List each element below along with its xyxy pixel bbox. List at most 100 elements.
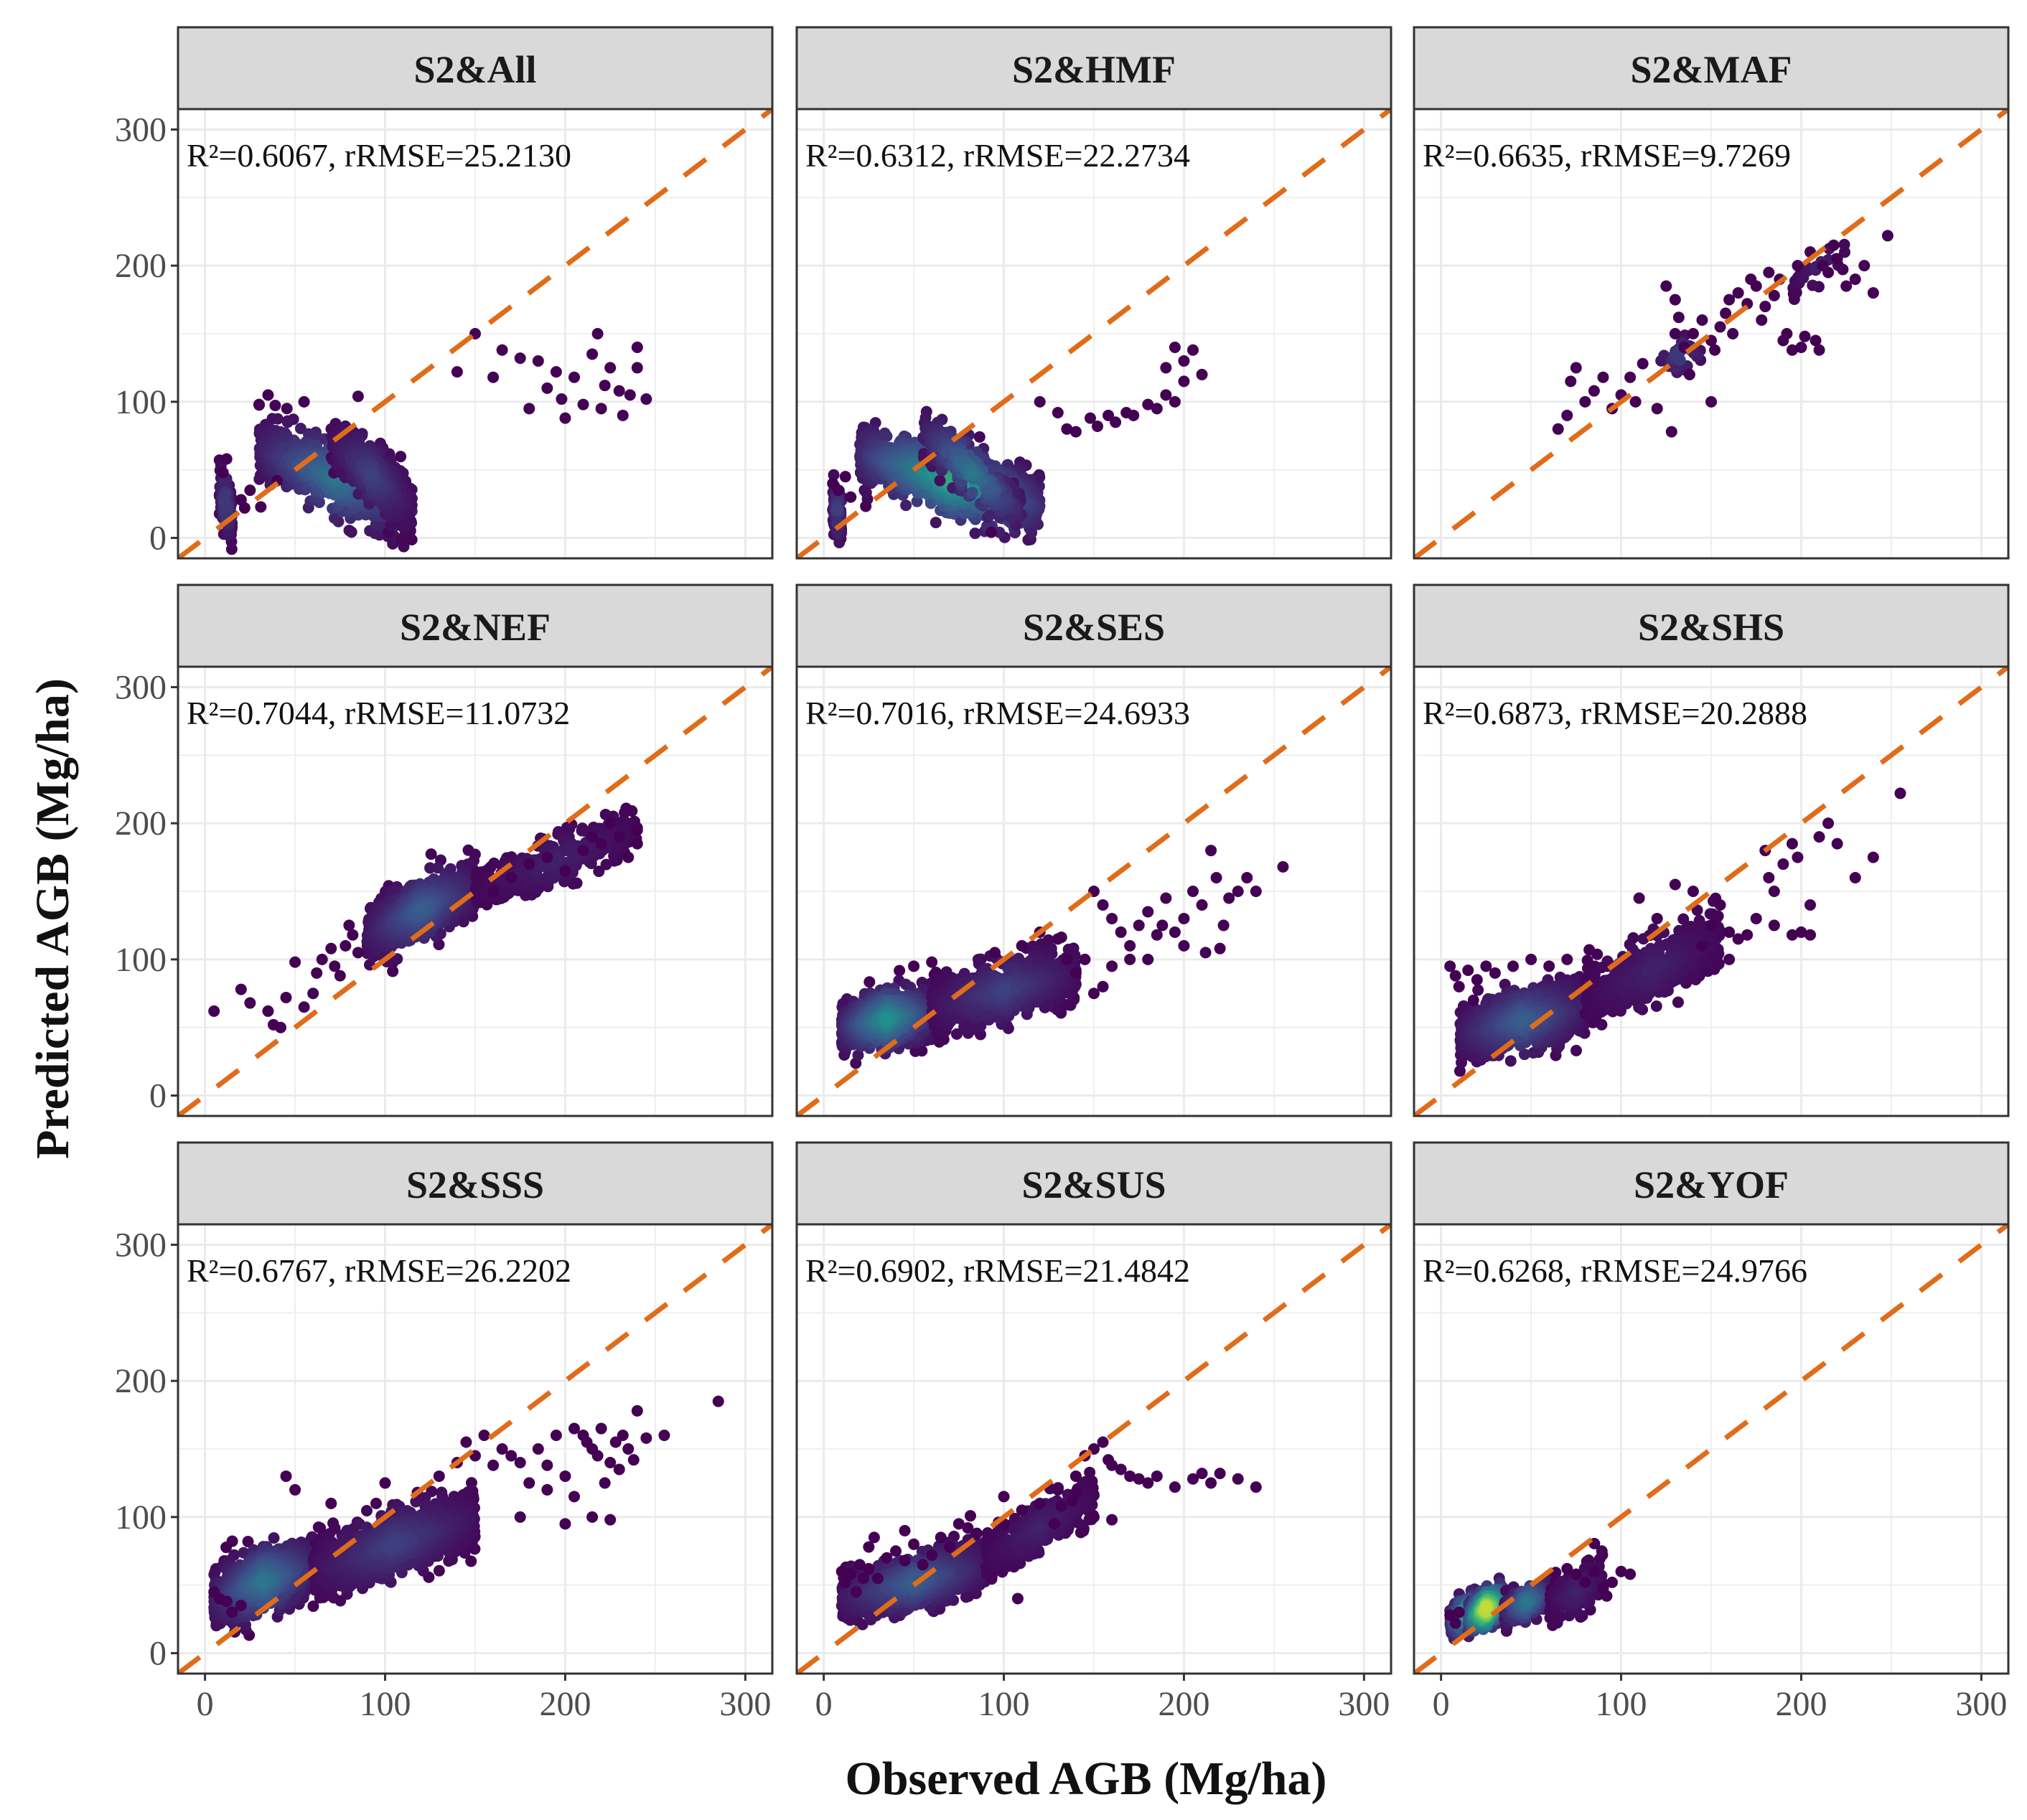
scatter-point: [614, 385, 625, 397]
scatter-point: [352, 947, 364, 958]
scatter-point: [632, 342, 643, 353]
scatter-point: [604, 362, 616, 373]
scatter-point: [255, 501, 266, 512]
y-tick-label: 300: [115, 668, 167, 706]
scatter-point: [632, 362, 643, 373]
scatter-point: [632, 838, 643, 850]
scatter-point: [1630, 396, 1642, 408]
scatter-point: [275, 1022, 286, 1033]
scatter-point: [1670, 294, 1681, 306]
metrics-annotation: R²=0.6067, rRMSE=25.2130: [187, 137, 571, 174]
scatter-point: [578, 845, 589, 856]
scatter-point: [1868, 287, 1879, 299]
scatter-point: [497, 344, 508, 356]
panel-title: S2&All: [413, 48, 536, 91]
scatter-point: [235, 984, 247, 995]
scatter-point: [1052, 407, 1064, 418]
scatter-point: [1660, 281, 1672, 292]
scatter-point: [217, 466, 229, 478]
scatter-point: [578, 399, 589, 411]
scatter-point: [262, 389, 273, 400]
scatter-point: [1588, 385, 1600, 397]
scatter-point: [221, 454, 233, 465]
panel-title: S2&MAF: [1631, 48, 1792, 91]
panel-title: S2&NEF: [400, 606, 551, 649]
scatter-point: [515, 352, 526, 364]
scatter-point: [1034, 396, 1046, 408]
scatter-point: [599, 380, 611, 391]
scatter-point: [311, 967, 322, 979]
scatter-point: [1070, 426, 1082, 438]
facet-panels: S2&All R²=0.6067, rRMSE=25.2130 0 100 200 300…: [115, 27, 2008, 1723]
scatter-point: [624, 389, 636, 400]
scatter-point: [604, 817, 616, 829]
scatter-point: [1553, 423, 1564, 435]
y-tick-label: 100: [115, 941, 167, 979]
scatter-point: [1178, 375, 1189, 387]
scatter-point: [601, 859, 612, 871]
scatter-point: [1687, 328, 1699, 339]
scatter-point: [414, 904, 426, 916]
scatter-point: [934, 475, 945, 487]
scatter-point: [1759, 301, 1771, 312]
scatter-point: [1756, 314, 1767, 326]
scatter-point: [900, 499, 912, 511]
scatter-point: [1666, 426, 1677, 438]
scatter-point: [1151, 403, 1163, 414]
scatter-point: [244, 998, 256, 1009]
scatter-point: [1684, 369, 1695, 380]
scatter-point: [1727, 328, 1738, 339]
scatter-point: [1799, 331, 1810, 342]
scatter-point: [617, 410, 629, 421]
panel-title: S2&HMF: [1012, 48, 1176, 91]
scatter-point: [1561, 410, 1573, 421]
scatter-point: [1178, 355, 1189, 367]
scatter-point: [831, 505, 843, 517]
scatter-point: [568, 372, 580, 383]
scatter-point: [1128, 410, 1139, 421]
scatter-point: [317, 954, 328, 965]
y-tick-label: 200: [115, 247, 167, 285]
scatter-point: [1696, 314, 1708, 326]
scatter-point: [966, 466, 978, 478]
scatter-point: [487, 372, 499, 383]
scatter-point: [1092, 421, 1103, 432]
scatter-point: [1814, 344, 1825, 356]
scatter-point: [840, 471, 851, 482]
scatter-point: [1197, 369, 1208, 380]
y-tick-label: 100: [115, 383, 167, 421]
scatter-point: [281, 403, 293, 414]
scatter-point: [1751, 281, 1762, 292]
y-tick-label: 200: [115, 805, 167, 843]
scatter-point: [1169, 396, 1181, 408]
scatter-point: [1187, 344, 1199, 356]
scatter-point: [269, 400, 281, 411]
scatter-point: [622, 852, 634, 863]
scatter-point: [505, 872, 517, 883]
scatter-point: [592, 328, 604, 339]
scatter-point: [1709, 344, 1721, 356]
scatter-point: [1792, 260, 1803, 271]
scatter-point: [586, 831, 598, 843]
scatter-point: [1597, 372, 1609, 383]
scatter-point: [1807, 280, 1818, 291]
scatter-point: [325, 943, 337, 954]
scatter-point: [930, 517, 942, 528]
panel-title: S2&SES: [1023, 606, 1165, 649]
scatter-point: [1781, 328, 1792, 339]
scatter-point: [1733, 287, 1744, 299]
scatter-point: [1858, 260, 1870, 271]
y-tick-label: 0: [149, 1077, 167, 1115]
scatter-point: [845, 492, 856, 503]
scatter-point: [1850, 273, 1861, 285]
scatter-point: [244, 484, 256, 496]
scatter-point: [1828, 240, 1840, 251]
scatter-point: [1110, 416, 1121, 428]
scatter-point: [1624, 372, 1636, 383]
scatter-point: [1763, 267, 1774, 278]
scatter-point: [586, 348, 598, 360]
scatter-point: [299, 396, 310, 408]
scatter-point: [289, 957, 301, 968]
